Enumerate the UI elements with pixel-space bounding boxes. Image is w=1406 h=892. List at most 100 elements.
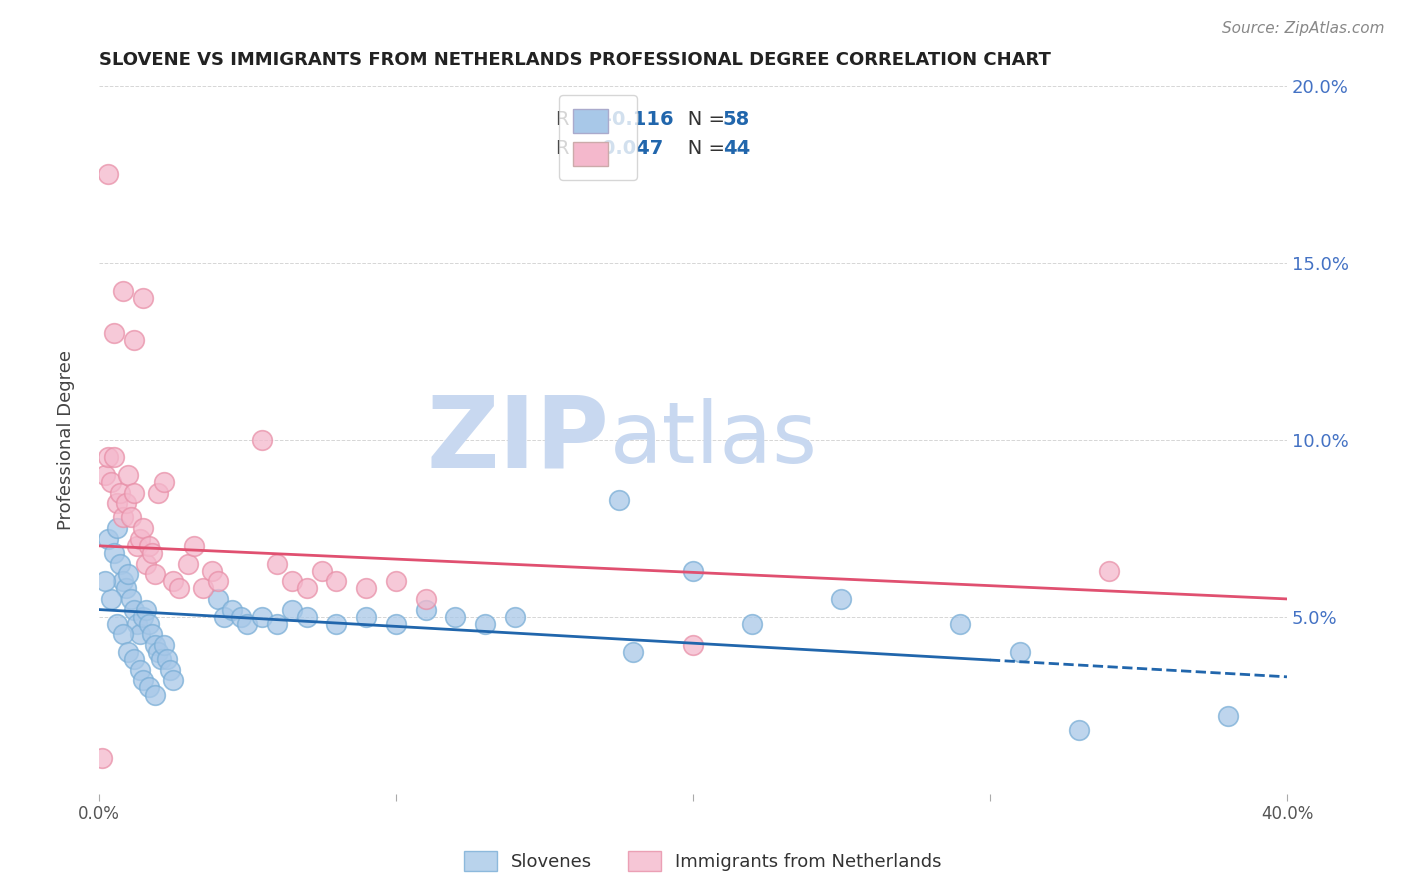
Point (129, 627, 152, 641)
Point (132, 673, 155, 688)
Point (121, 510, 143, 524)
Point (212, 609, 235, 624)
Point (444, 609, 467, 624)
Point (474, 616, 496, 631)
Point (148, 645, 170, 659)
Point (741, 616, 763, 631)
Point (103, 326, 125, 341)
Point (132, 521, 155, 535)
Point (93, 574, 115, 589)
Point (100, 591, 122, 606)
Text: -0.047: -0.047 (595, 138, 664, 158)
Point (103, 450, 125, 465)
Text: SLOVENE VS IMMIGRANTS FROM NETHERLANDS PROFESSIONAL DEGREE CORRELATION CHART: SLOVENE VS IMMIGRANTS FROM NETHERLANDS P… (98, 51, 1050, 69)
Point (191, 582, 214, 596)
Point (105, 496, 128, 510)
Point (143, 638, 166, 652)
Text: N =: N = (669, 111, 731, 129)
Point (250, 609, 273, 624)
Point (295, 609, 318, 624)
Point (325, 616, 347, 631)
Point (201, 564, 224, 578)
Point (121, 591, 143, 606)
Point (221, 602, 243, 616)
Point (105, 616, 128, 631)
Point (135, 557, 157, 571)
Point (150, 652, 173, 666)
Point (295, 582, 318, 596)
Point (103, 546, 125, 560)
Point (159, 663, 181, 677)
Point (111, 627, 134, 641)
Point (138, 539, 160, 553)
Point (117, 567, 139, 582)
Point (127, 539, 149, 553)
Y-axis label: Professional Degree: Professional Degree (58, 350, 75, 530)
Text: R =: R = (557, 138, 599, 158)
Point (177, 557, 200, 571)
Point (153, 475, 176, 489)
Point (385, 574, 408, 589)
Point (129, 663, 152, 677)
Point (111, 510, 134, 524)
Point (90, 751, 112, 765)
Point (124, 652, 146, 666)
Text: N =: N = (669, 138, 731, 158)
Point (132, 291, 155, 305)
Point (311, 564, 333, 578)
Point (156, 652, 179, 666)
Point (135, 602, 157, 616)
Text: Source: ZipAtlas.com: Source: ZipAtlas.com (1222, 21, 1385, 36)
Point (143, 567, 166, 582)
Point (281, 574, 304, 589)
Text: 58: 58 (723, 111, 749, 129)
Point (108, 485, 131, 500)
Point (1067, 723, 1090, 737)
Point (117, 468, 139, 483)
Point (124, 334, 146, 348)
Point (830, 591, 852, 606)
Point (105, 521, 128, 535)
Point (354, 609, 377, 624)
Point (141, 627, 163, 641)
Point (162, 574, 184, 589)
Point (503, 609, 526, 624)
Text: R =: R = (557, 111, 605, 129)
Legend: , : , (560, 95, 637, 179)
Point (162, 673, 184, 688)
Point (108, 557, 131, 571)
Text: atlas: atlas (610, 398, 818, 481)
Text: 44: 44 (723, 138, 749, 158)
Point (100, 475, 122, 489)
Point (949, 616, 972, 631)
Point (124, 485, 146, 500)
Point (385, 616, 408, 631)
Point (111, 284, 134, 298)
Point (236, 616, 259, 631)
Point (250, 433, 273, 447)
Point (97, 450, 120, 465)
Point (682, 564, 704, 578)
Point (143, 688, 166, 702)
Point (354, 582, 377, 596)
Point (415, 591, 437, 606)
Point (231, 609, 253, 624)
Point (266, 557, 288, 571)
Point (207, 574, 229, 589)
Point (607, 492, 630, 507)
Point (97, 167, 120, 181)
Point (325, 574, 347, 589)
Point (117, 645, 139, 659)
Point (111, 574, 134, 589)
Point (281, 602, 304, 616)
Point (132, 609, 155, 624)
Point (114, 582, 136, 596)
Point (114, 496, 136, 510)
Point (153, 638, 176, 652)
Point (138, 681, 160, 695)
Point (415, 602, 437, 616)
Text: -0.116: -0.116 (603, 111, 673, 129)
Point (124, 602, 146, 616)
Point (129, 532, 152, 546)
Point (127, 616, 149, 631)
